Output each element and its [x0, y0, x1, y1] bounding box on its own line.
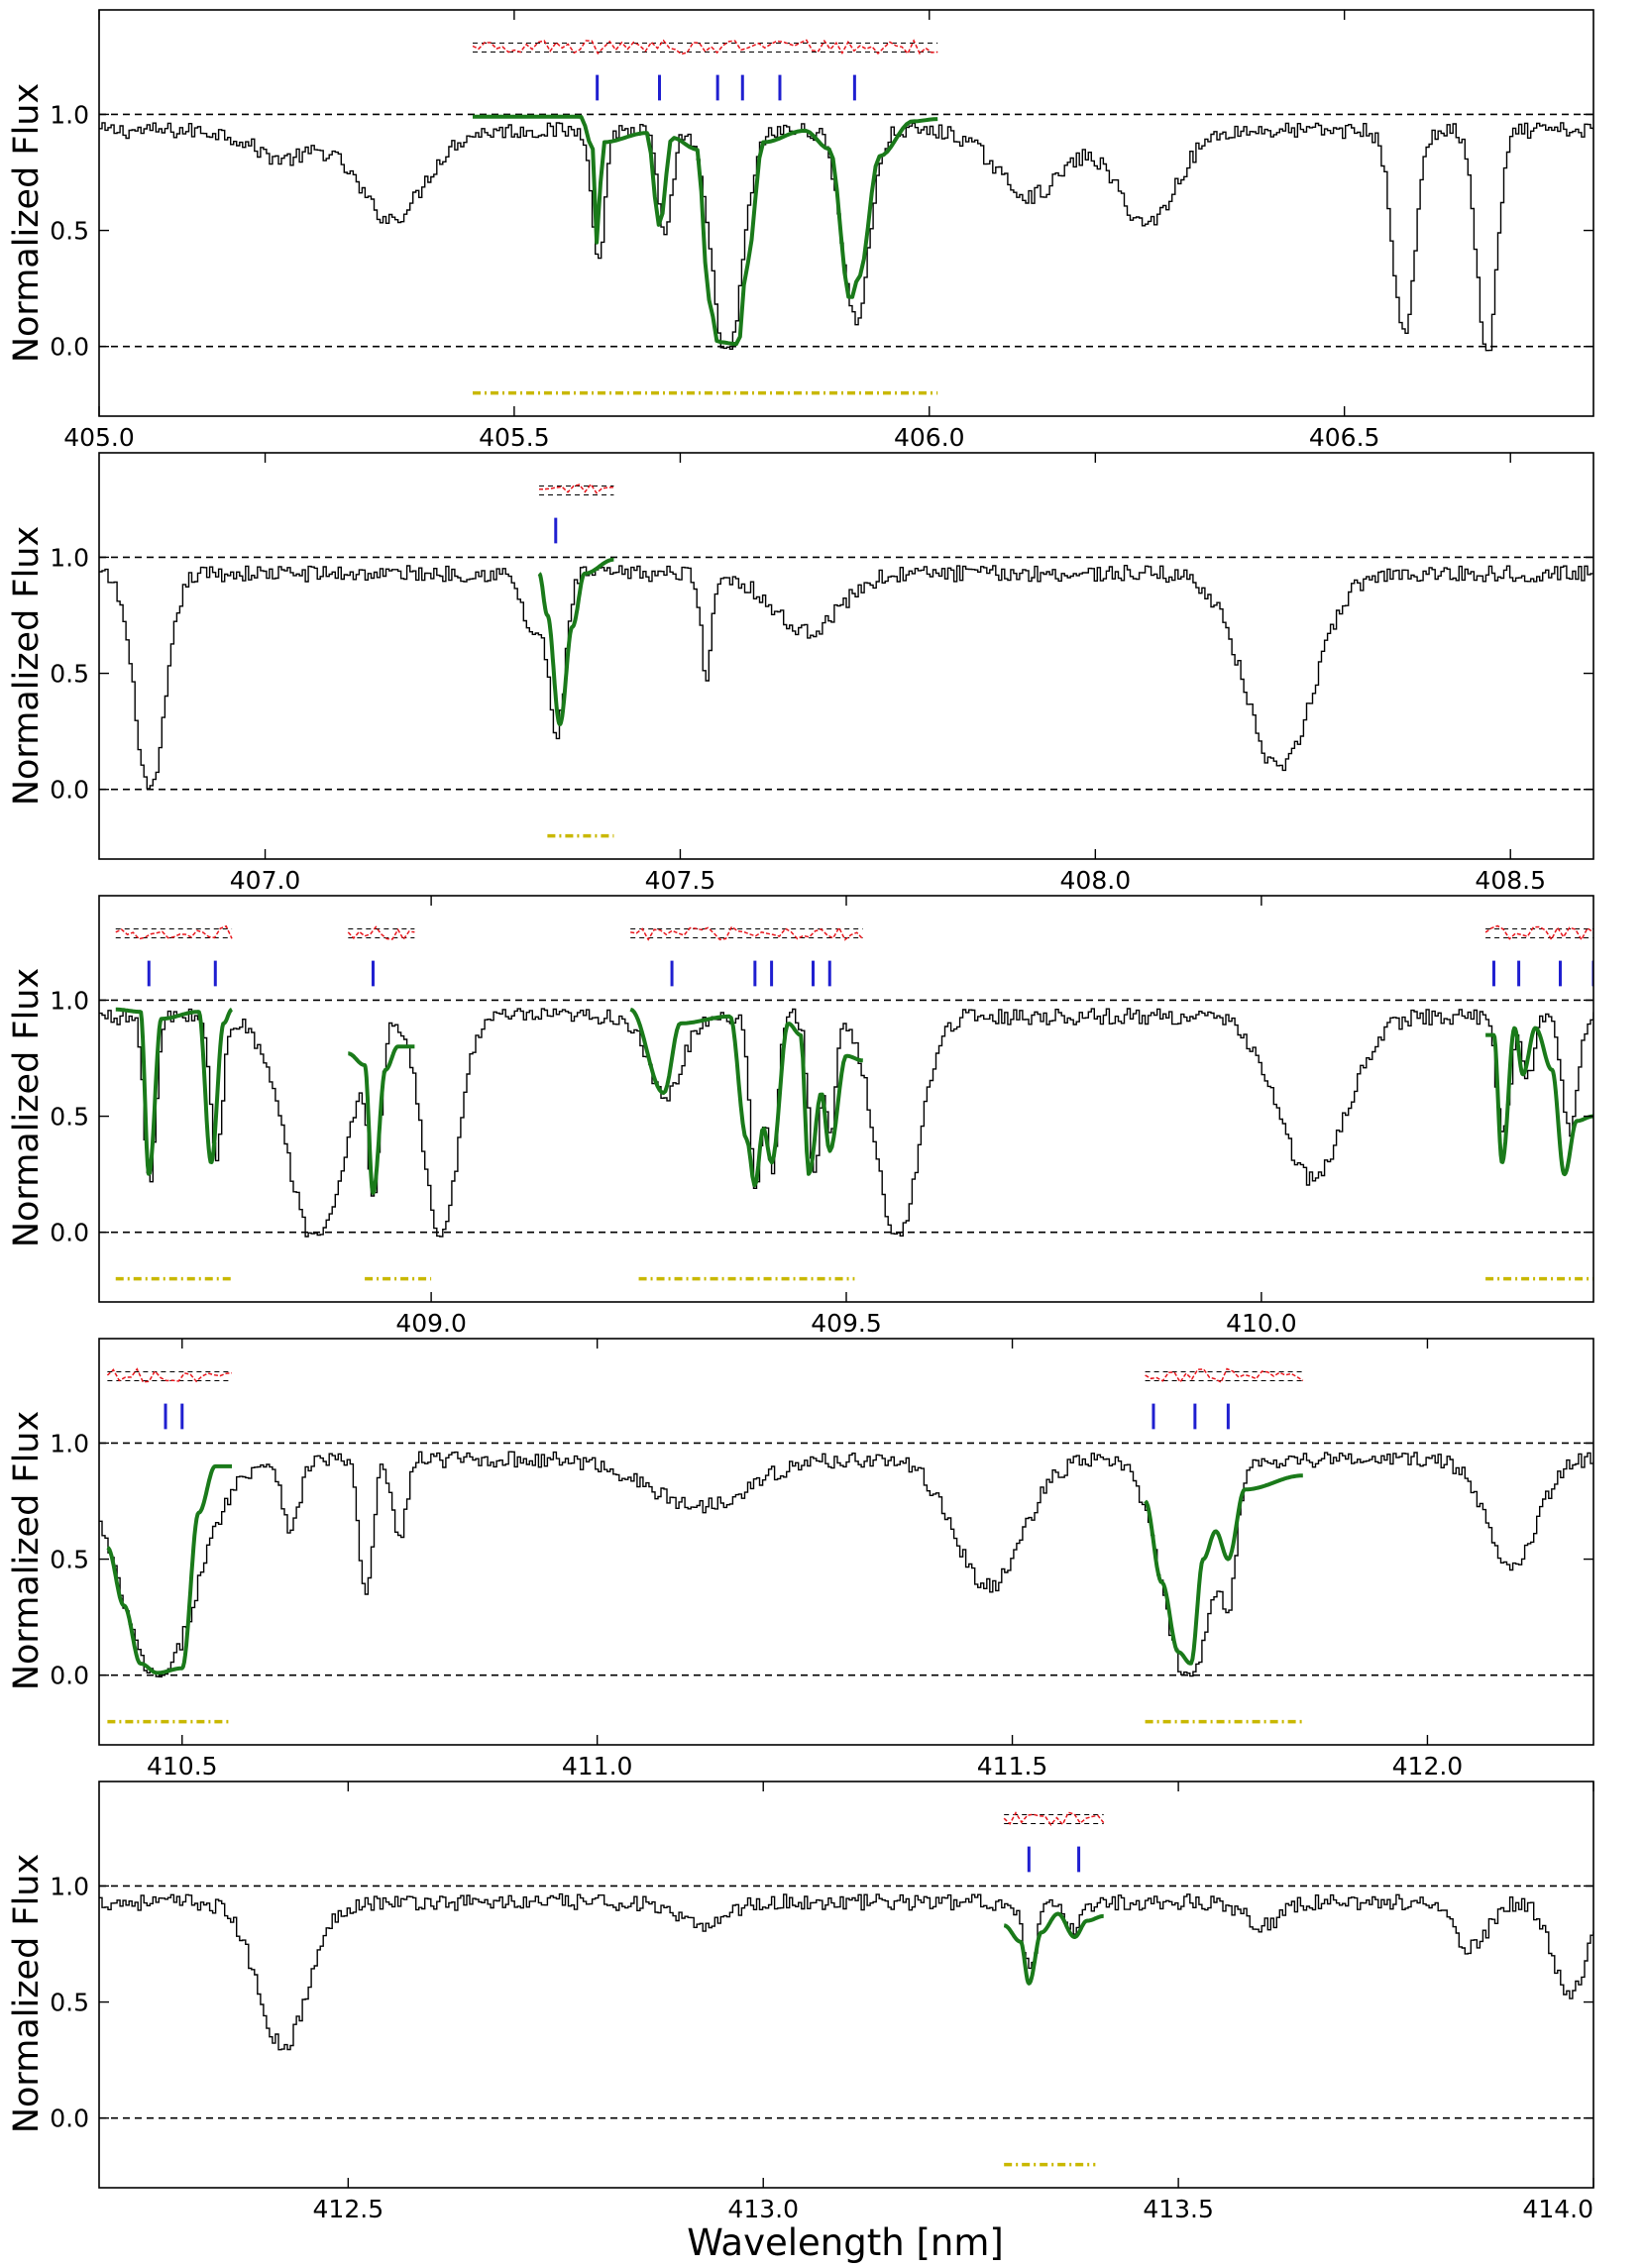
- residual-trace: [472, 39, 938, 55]
- y-tick-label: 0.0: [50, 2105, 89, 2133]
- y-tick-label: 0.0: [50, 1219, 89, 1247]
- residual-trace: [1145, 1367, 1304, 1384]
- x-tick-label: 406.0: [894, 423, 965, 452]
- x-tick-label: 411.5: [977, 1752, 1048, 1781]
- panel-frame: [98, 1781, 1594, 2189]
- residual-trace: [1003, 1811, 1105, 1826]
- x-tick-label: 408.0: [1060, 866, 1132, 895]
- x-tick-label: 409.5: [811, 1309, 882, 1338]
- spectrum-panel-2: 0.0 0.5 1.0 407.0 407.5 408.0 408.5: [50, 452, 1594, 895]
- panel-plot-area: [99, 74, 1593, 395]
- residual-trace: [115, 924, 233, 940]
- y-tick-label: 0.5: [50, 660, 89, 689]
- spectrum-panel-3: 0.0 0.5 1.0 409.0 409.5 410.0: [50, 895, 1594, 1338]
- model-fit-curve: [114, 1007, 234, 1176]
- x-tick-label: 412.0: [1392, 1752, 1464, 1781]
- x-tick-label: 405.5: [479, 423, 550, 452]
- y-axis-title: Normalized Flux: [7, 526, 47, 806]
- y-tick-label: 1.0: [50, 1872, 89, 1900]
- panel-frame: [98, 9, 1594, 417]
- observed-spectrum: [99, 122, 1593, 352]
- y-tick-label: 0.0: [50, 776, 89, 805]
- x-tick-label: 405.0: [63, 423, 135, 452]
- y-axis-title: Normalized Flux: [7, 968, 47, 1247]
- y-tick-label: 0.0: [50, 333, 89, 362]
- x-tick-label: 411.0: [562, 1752, 633, 1781]
- spectrum-panel-5: 0.0 0.5 1.0 412.5 413.0 413.5 414.0: [50, 1781, 1594, 2223]
- x-tick-label: 409.0: [395, 1309, 467, 1338]
- y-tick-label: 0.0: [50, 1662, 89, 1690]
- panel-plot-area: [99, 960, 1593, 1281]
- y-tick-label: 0.5: [50, 1546, 89, 1574]
- model-fit-curve: [629, 1007, 863, 1188]
- panel-frame: [98, 895, 1594, 1303]
- panel-frame: [98, 1338, 1594, 1746]
- spectrum-panel-1: 0.0 0.5 1.0 405.0 405.5 406.0 406.5: [50, 9, 1594, 452]
- residual-trace: [347, 925, 415, 941]
- observed-spectrum: [99, 1451, 1593, 1677]
- x-tick-label: 407.0: [230, 866, 301, 895]
- model-fit-curve: [1144, 1473, 1304, 1666]
- y-tick-label: 1.0: [50, 986, 89, 1015]
- y-axis-title: Normalized Flux: [7, 1854, 47, 2133]
- y-axis-title: Normalized Flux: [7, 83, 47, 363]
- x-tick-label: 413.5: [1143, 2195, 1214, 2223]
- residual-trace: [539, 483, 614, 494]
- y-tick-label: 0.5: [50, 1103, 89, 1132]
- x-tick-label: 413.0: [727, 2195, 799, 2223]
- model-fit-curve: [537, 557, 615, 726]
- model-fit-curve: [1003, 1911, 1105, 1986]
- y-tick-label: 1.0: [50, 1429, 89, 1458]
- x-tick-label: 410.0: [1226, 1309, 1297, 1338]
- x-tick-label: 407.5: [645, 866, 716, 895]
- y-tick-label: 0.5: [50, 217, 89, 246]
- observed-spectrum: [99, 1008, 1593, 1238]
- y-tick-label: 1.0: [50, 543, 89, 572]
- x-tick-label: 408.5: [1475, 866, 1546, 895]
- x-tick-label: 406.5: [1309, 423, 1380, 452]
- model-fit-curve: [1484, 1026, 1593, 1177]
- panel-frame: [98, 452, 1594, 860]
- panel-plot-area: [99, 1846, 1593, 2167]
- x-tick-label: 414.0: [1522, 2195, 1593, 2223]
- observed-spectrum: [99, 1892, 1593, 2051]
- x-axis-title: Wavelength [nm]: [687, 2221, 1004, 2264]
- panel-plot-area: [99, 1403, 1593, 1724]
- spectrum-panel-4: 0.0 0.5 1.0 410.5 411.0 411.5 412.0: [50, 1338, 1594, 1781]
- y-tick-label: 0.5: [50, 1989, 89, 2017]
- observed-spectrum: [99, 565, 1593, 790]
- residual-trace: [106, 1367, 233, 1383]
- x-tick-label: 410.5: [147, 1752, 218, 1781]
- y-axis-title: Normalized Flux: [7, 1411, 47, 1690]
- model-fit-curve: [473, 114, 938, 347]
- x-tick-label: 412.5: [313, 2195, 384, 2223]
- model-fit-curve: [346, 1044, 416, 1195]
- panel-plot-area: [99, 517, 1593, 838]
- y-tick-label: 1.0: [50, 100, 89, 129]
- residual-trace: [1484, 924, 1594, 941]
- residual-trace: [630, 925, 864, 941]
- model-fit-curve: [106, 1463, 233, 1675]
